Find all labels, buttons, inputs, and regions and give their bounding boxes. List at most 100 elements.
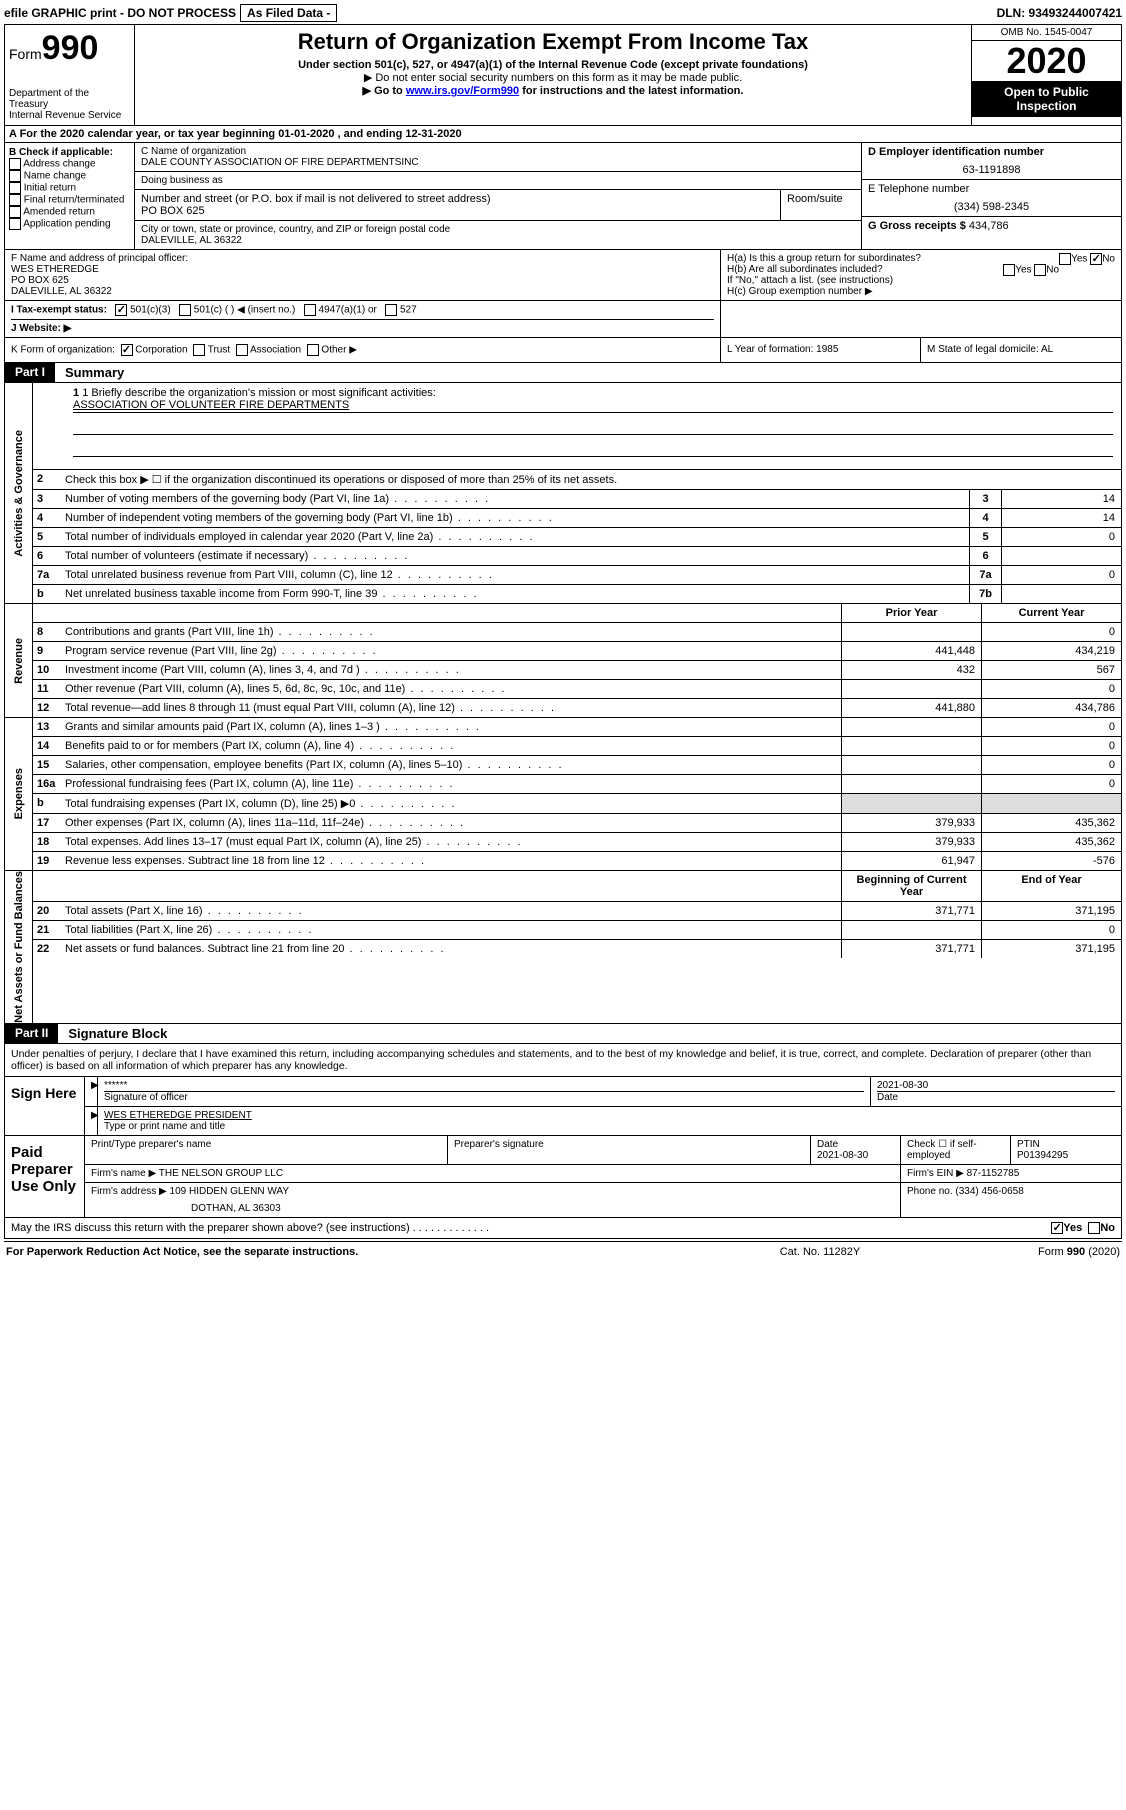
chk-amended-return[interactable]: Amended return xyxy=(9,206,130,218)
prep-col5: PTIN xyxy=(1017,1139,1115,1150)
officer-addr2: DALEVILLE, AL 36322 xyxy=(11,286,714,297)
year-formation: L Year of formation: 1985 xyxy=(721,338,921,362)
row-a-taxyear: A For the 2020 calendar year, or tax yea… xyxy=(4,126,1122,143)
row-i-label: I Tax-exempt status: xyxy=(11,305,107,316)
mayirs-no[interactable] xyxy=(1088,1222,1100,1234)
preparer-label: Paid Preparer Use Only xyxy=(5,1136,85,1217)
sig-date: 2021-08-30 xyxy=(877,1080,1115,1091)
hb-no[interactable] xyxy=(1034,264,1046,276)
summary-line: bNet unrelated business taxable income f… xyxy=(33,585,1121,603)
hb-label: H(b) Are all subordinates included? xyxy=(727,264,883,275)
top-bar: efile GRAPHIC print - DO NOT PROCESS As … xyxy=(4,4,1122,25)
chk-address-change[interactable]: Address change xyxy=(9,158,130,170)
summary-line: 5Total number of individuals employed in… xyxy=(33,528,1121,547)
hb-yes[interactable] xyxy=(1003,264,1015,276)
ha-no[interactable]: ✓ xyxy=(1090,253,1102,265)
part-i-title: Summary xyxy=(55,363,134,382)
summary-line: 6Total number of volunteers (estimate if… xyxy=(33,547,1121,566)
part-ii-title: Signature Block xyxy=(58,1024,177,1043)
expense-line: 15Salaries, other compensation, employee… xyxy=(33,756,1121,775)
efile-label: efile GRAPHIC print - DO NOT PROCESS xyxy=(4,6,236,20)
footer-formno: Form 990 (2020) xyxy=(920,1246,1120,1258)
chk-501c[interactable] xyxy=(179,304,191,316)
officer-label: F Name and address of principal officer: xyxy=(11,253,714,264)
firm-ein: 87-1152785 xyxy=(967,1168,1020,1179)
strip-revenue: Revenue xyxy=(13,638,25,684)
revenue-line: 12Total revenue—add lines 8 through 11 (… xyxy=(33,699,1121,717)
strip-activities: Activities & Governance xyxy=(13,430,25,557)
city-state-zip: DALEVILLE, AL 36322 xyxy=(141,235,855,246)
chk-final-return[interactable]: Final return/terminated xyxy=(9,194,130,206)
form-number: 990 xyxy=(42,29,99,67)
may-irs-q: May the IRS discuss this return with the… xyxy=(11,1222,975,1234)
chk-application-pending[interactable]: Application pending xyxy=(9,218,130,230)
prep-col2: Preparer's signature xyxy=(448,1136,811,1164)
firm-phone-label: Phone no. xyxy=(907,1186,953,1197)
entity-grid: B Check if applicable: Address change Na… xyxy=(4,143,1122,250)
ha-yes[interactable] xyxy=(1059,253,1071,265)
goto-post: for instructions and the latest informat… xyxy=(519,85,743,97)
officer-addr1: PO BOX 625 xyxy=(11,275,714,286)
chk-4947[interactable] xyxy=(304,304,316,316)
form-header: Form990 Department of the Treasury Inter… xyxy=(4,25,1122,126)
part-ii-tag: Part II xyxy=(5,1024,58,1043)
mission-text: ASSOCIATION OF VOLUNTEER FIRE DEPARTMENT… xyxy=(73,399,1113,413)
q2-text: Check this box ▶ ☐ if the organization d… xyxy=(61,470,1121,489)
form-title: Return of Organization Exempt From Incom… xyxy=(141,29,965,55)
firm-name: THE NELSON GROUP LLC xyxy=(159,1168,283,1179)
hb-note: If "No," attach a list. (see instruction… xyxy=(727,275,1115,286)
ein-value: 63-1191898 xyxy=(868,158,1115,176)
form-subtitle-1: Under section 501(c), 527, or 4947(a)(1)… xyxy=(141,59,965,71)
expense-line: 13Grants and similar amounts paid (Part … xyxy=(33,718,1121,737)
row-j-label: J Website: ▶ xyxy=(11,323,71,334)
revenue-line: 10Investment income (Part VIII, column (… xyxy=(33,661,1121,680)
city-label: City or town, state or province, country… xyxy=(141,224,855,235)
chk-other[interactable] xyxy=(307,344,319,356)
chk-initial-return[interactable]: Initial return xyxy=(9,182,130,194)
hdr-boy: Beginning of Current Year xyxy=(841,871,981,901)
prep-col3: Date xyxy=(817,1139,894,1150)
revenue-line: 8Contributions and grants (Part VIII, li… xyxy=(33,623,1121,642)
addr-label: Number and street (or P.O. box if mail i… xyxy=(141,193,774,205)
chk-501c3[interactable]: ✓ xyxy=(115,304,127,316)
chk-name-change[interactable]: Name change xyxy=(9,170,130,182)
firm-addr1: 109 HIDDEN GLENN WAY xyxy=(170,1186,289,1197)
expense-line: 14Benefits paid to or for members (Part … xyxy=(33,737,1121,756)
mayirs-yes[interactable]: ✓ xyxy=(1051,1222,1063,1234)
sig-officer-label: Signature of officer xyxy=(104,1091,864,1103)
chk-527[interactable] xyxy=(385,304,397,316)
gross-value: 434,786 xyxy=(969,220,1009,232)
expense-line: bTotal fundraising expenses (Part IX, co… xyxy=(33,794,1121,814)
sign-here-label: Sign Here xyxy=(5,1077,85,1135)
prep-date: 2021-08-30 xyxy=(817,1150,894,1161)
irs-link[interactable]: www.irs.gov/Form990 xyxy=(406,85,519,97)
tel-label: E Telephone number xyxy=(868,183,1115,195)
prep-ptin: P01394295 xyxy=(1017,1150,1115,1161)
org-name-label: C Name of organization xyxy=(141,146,855,157)
sig-date-label: Date xyxy=(877,1091,1115,1103)
hdr-eoy: End of Year xyxy=(981,871,1121,901)
state-domicile: M State of legal domicile: AL xyxy=(921,338,1121,362)
street-address: PO BOX 625 xyxy=(141,205,774,217)
footer-catno: Cat. No. 11282Y xyxy=(720,1246,920,1258)
tax-year: 2020 xyxy=(972,41,1121,81)
omb-label: OMB No. 1545-0047 xyxy=(972,25,1121,41)
chk-trust[interactable] xyxy=(193,344,205,356)
perjury-text: Under penalties of perjury, I declare th… xyxy=(4,1044,1122,1077)
officer-name: WES ETHEREDGE xyxy=(11,264,714,275)
room-label: Room/suite xyxy=(787,193,855,205)
netasset-line: 20Total assets (Part X, line 16)371,7713… xyxy=(33,902,1121,921)
ha-label: H(a) Is this a group return for subordin… xyxy=(727,253,921,264)
chk-assoc[interactable] xyxy=(236,344,248,356)
org-name: DALE COUNTY ASSOCIATION OF FIRE DEPARTME… xyxy=(141,157,855,168)
revenue-line: 11Other revenue (Part VIII, column (A), … xyxy=(33,680,1121,699)
strip-netassets: Net Assets or Fund Balances xyxy=(13,871,25,1023)
summary-line: 4Number of independent voting members of… xyxy=(33,509,1121,528)
strip-expenses: Expenses xyxy=(13,768,25,819)
officer-name-title: WES ETHEREDGE PRESIDENT xyxy=(104,1110,1115,1121)
summary-line: 7aTotal unrelated business revenue from … xyxy=(33,566,1121,585)
chk-corp[interactable]: ✓ xyxy=(121,344,133,356)
dln-label: DLN: 93493244007421 xyxy=(997,6,1122,20)
firm-phone: (334) 456-0658 xyxy=(955,1186,1023,1197)
gross-label: G Gross receipts $ xyxy=(868,220,966,232)
